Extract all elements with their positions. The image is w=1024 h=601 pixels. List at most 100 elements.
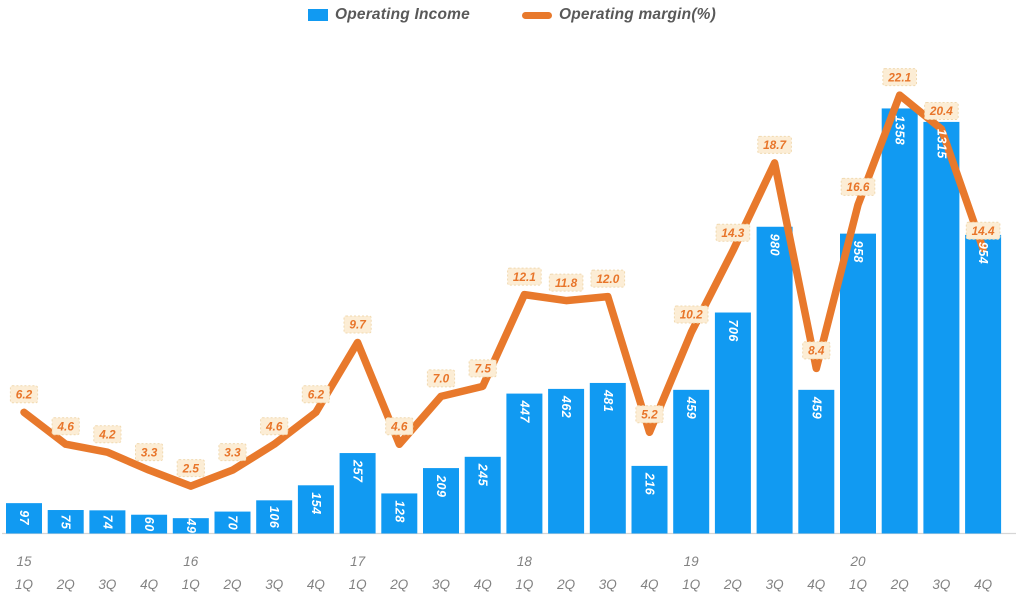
bar <box>714 312 751 534</box>
bar <box>798 389 835 534</box>
margin-value-label-box <box>548 273 584 292</box>
x-axis-quarter-label: 2Q <box>389 577 409 592</box>
bar-value-label: 74 <box>100 515 114 530</box>
x-axis-quarter-label: 2Q <box>890 577 910 592</box>
bar-value-label: 60 <box>142 517 156 532</box>
x-axis-quarter-label: 4Q <box>140 577 159 592</box>
bar-value-label: 216 <box>643 472 657 496</box>
bar-value-label: 70 <box>226 515 240 530</box>
x-axis-quarter-label: 2Q <box>723 577 743 592</box>
margin-value-label: 12.1 <box>513 270 536 284</box>
margin-value-label-box <box>715 223 751 242</box>
bar <box>89 510 126 534</box>
x-axis-quarter-label: 1Q <box>182 577 201 592</box>
bar-value-label: 481 <box>601 389 615 412</box>
bar <box>423 468 459 534</box>
x-axis-quarter-label: 2Q <box>56 577 76 592</box>
bar <box>673 389 710 534</box>
bar <box>923 121 960 534</box>
line-series-swatch-icon <box>521 11 552 19</box>
bar <box>339 453 376 534</box>
margin-value-label-box <box>802 341 831 360</box>
margin-value-label-box <box>468 359 497 378</box>
margin-value-label: 6.2 <box>16 388 33 402</box>
chart-legend: Operating Income Operating margin(%) <box>0 6 1024 24</box>
bar-value-label: 459 <box>684 396 698 419</box>
margin-value-label: 4.6 <box>56 419 74 433</box>
bar-value-label: 128 <box>392 500 406 522</box>
margin-value-label: 22.1 <box>887 70 911 84</box>
x-axis-quarter-label: 4Q <box>974 577 993 592</box>
bar-value-label: 958 <box>851 241 865 263</box>
margin-value-label: 6.2 <box>308 388 325 402</box>
margin-value-label: 3.3 <box>224 445 241 459</box>
margin-value-label: 4.6 <box>265 419 283 433</box>
margin-value-label: 4.2 <box>98 427 116 441</box>
margin-value-label-box <box>176 459 205 478</box>
bar-value-label: 980 <box>768 234 782 256</box>
bar <box>589 382 626 534</box>
x-axis-quarter-label: 4Q <box>307 577 326 592</box>
bar-value-label: 954 <box>976 242 990 264</box>
bar <box>6 503 42 534</box>
bar <box>172 518 209 534</box>
x-axis-quarter-label: 2Q <box>556 577 576 592</box>
x-axis-quarter-label: 1Q <box>15 577 34 592</box>
bar-value-label: 462 <box>559 395 573 418</box>
margin-value-label-box <box>924 102 959 121</box>
margin-value-label: 5.2 <box>641 407 658 421</box>
margin-value-label-box <box>507 267 542 286</box>
bar-value-label: 706 <box>726 320 740 343</box>
margin-value-label-box <box>93 425 122 444</box>
x-axis-year-label: 17 <box>350 554 366 569</box>
x-axis-year-label: 19 <box>684 554 700 569</box>
margin-value-label: 11.8 <box>555 276 578 290</box>
bar <box>297 485 334 534</box>
margin-value-label: 16.6 <box>847 180 870 194</box>
bar-value-label: 447 <box>517 400 531 424</box>
bar <box>548 388 585 534</box>
legend-item-operating-margin: Operating margin(%) <box>521 6 716 24</box>
margin-value-label-box <box>135 443 164 462</box>
margin-value-label-box <box>385 417 414 436</box>
x-axis-quarter-label: 1Q <box>515 577 534 592</box>
bar-value-label: 75 <box>59 514 73 529</box>
x-axis-year-label: 15 <box>16 554 32 569</box>
bar-value-label: 106 <box>267 506 281 529</box>
x-axis-quarter-label: 3Q <box>98 577 117 592</box>
margin-value-label-box <box>301 385 330 404</box>
margin-value-label-box <box>965 221 1001 240</box>
margin-value-label-box <box>343 315 372 334</box>
bar-value-label: 245 <box>476 463 490 487</box>
bar-value-label: 257 <box>351 459 365 483</box>
margin-value-label: 9.7 <box>349 318 367 332</box>
margin-value-label: 14.3 <box>721 226 744 240</box>
x-axis-quarter-label: 1Q <box>849 577 868 592</box>
x-axis-quarter-label: 3Q <box>932 577 951 592</box>
bar-value-label: 154 <box>309 492 323 514</box>
bar-value-label: 97 <box>17 510 31 525</box>
bar <box>381 493 418 534</box>
bar <box>756 226 793 534</box>
x-axis-quarter-label: 3Q <box>599 577 618 592</box>
bar-value-label: 459 <box>809 396 823 419</box>
margin-value-label: 7.5 <box>474 362 491 376</box>
x-axis-quarter-label: 4Q <box>474 577 493 592</box>
margin-value-label-box <box>757 135 792 154</box>
margin-value-label: 7.0 <box>433 372 450 386</box>
margin-value-label-box <box>51 417 80 436</box>
bar <box>256 500 293 534</box>
x-axis-quarter-label: 3Q <box>766 577 785 592</box>
bar <box>881 108 918 534</box>
margin-value-label-box <box>9 385 39 404</box>
bar-value-label: 209 <box>434 474 448 497</box>
bar <box>131 514 168 534</box>
x-axis-quarter-label: 1Q <box>349 577 368 592</box>
margin-value-label: 4.6 <box>390 419 408 433</box>
margin-value-label-box <box>673 305 709 324</box>
margin-value-label: 10.2 <box>680 308 703 322</box>
bar-series-swatch-icon <box>307 9 328 21</box>
bar-value-label: 49 <box>184 518 198 534</box>
